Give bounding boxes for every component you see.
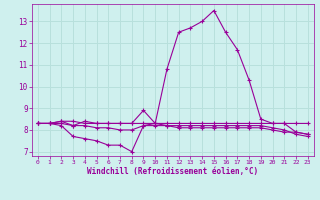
X-axis label: Windchill (Refroidissement éolien,°C): Windchill (Refroidissement éolien,°C)	[87, 167, 258, 176]
